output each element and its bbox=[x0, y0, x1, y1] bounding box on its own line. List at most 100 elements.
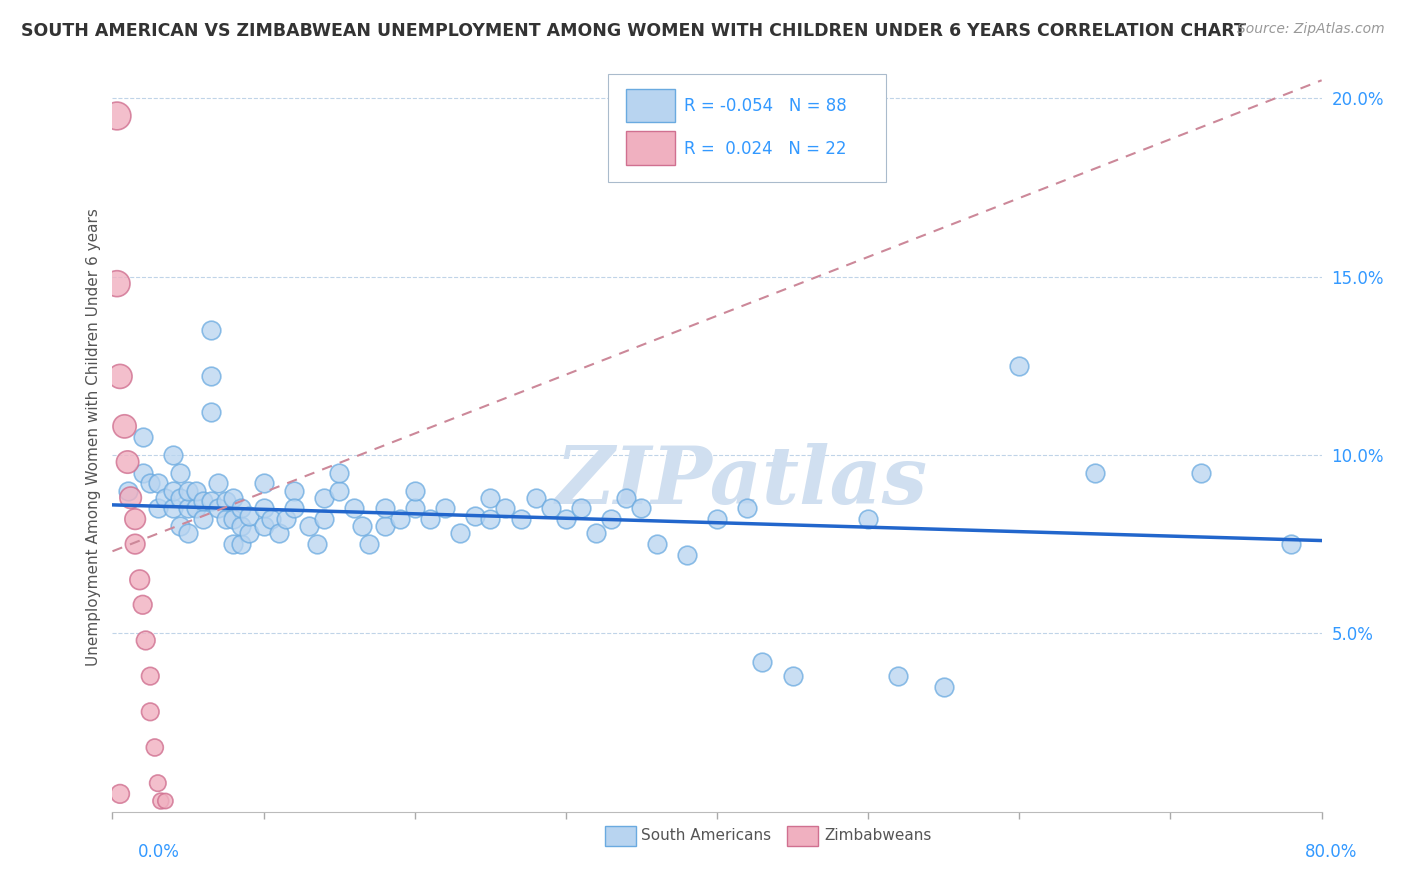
Point bbox=[215, 494, 238, 508]
Text: South Americans: South Americans bbox=[641, 829, 772, 843]
Point bbox=[108, 369, 131, 384]
Point bbox=[222, 491, 245, 505]
Point bbox=[479, 512, 502, 526]
Point bbox=[200, 369, 222, 384]
Point bbox=[155, 491, 177, 505]
Point bbox=[856, 512, 880, 526]
Point bbox=[253, 501, 276, 516]
Text: 80.0%: 80.0% bbox=[1305, 843, 1357, 861]
Point bbox=[1279, 537, 1302, 551]
Point bbox=[139, 476, 162, 491]
Point bbox=[149, 794, 172, 808]
Point bbox=[114, 419, 136, 434]
Point bbox=[207, 476, 229, 491]
Point bbox=[404, 483, 426, 498]
Text: Zimbabweans: Zimbabweans bbox=[824, 829, 931, 843]
Point bbox=[1189, 466, 1212, 480]
Point bbox=[253, 476, 276, 491]
Point bbox=[229, 537, 252, 551]
Point bbox=[524, 491, 547, 505]
Point bbox=[328, 466, 350, 480]
Text: 0.0%: 0.0% bbox=[138, 843, 180, 861]
Point bbox=[479, 491, 502, 505]
Point bbox=[146, 776, 169, 790]
Point bbox=[645, 537, 668, 551]
Point bbox=[124, 512, 146, 526]
Point bbox=[200, 494, 222, 508]
Point bbox=[177, 483, 200, 498]
Point bbox=[283, 483, 305, 498]
Point bbox=[419, 512, 441, 526]
Text: ZIPatlas: ZIPatlas bbox=[555, 443, 928, 521]
Point bbox=[191, 494, 214, 508]
Point bbox=[554, 512, 576, 526]
Point bbox=[464, 508, 486, 523]
Point bbox=[128, 573, 150, 587]
Point bbox=[124, 537, 146, 551]
Point bbox=[132, 598, 155, 612]
Point bbox=[343, 501, 366, 516]
Point bbox=[751, 655, 773, 669]
Text: R =  0.024   N = 22: R = 0.024 N = 22 bbox=[685, 140, 846, 158]
Y-axis label: Unemployment Among Women with Children Under 6 years: Unemployment Among Women with Children U… bbox=[86, 208, 101, 666]
Point bbox=[132, 466, 155, 480]
Point bbox=[162, 501, 184, 516]
Point bbox=[143, 740, 166, 755]
Point bbox=[630, 501, 652, 516]
Point bbox=[887, 669, 910, 683]
Point bbox=[305, 537, 328, 551]
Point bbox=[350, 519, 373, 533]
Point bbox=[706, 512, 728, 526]
Point bbox=[267, 526, 290, 541]
Point bbox=[616, 491, 638, 505]
Point bbox=[146, 501, 169, 516]
Point bbox=[600, 512, 623, 526]
Point bbox=[200, 405, 222, 419]
Point bbox=[169, 491, 191, 505]
Point bbox=[253, 519, 276, 533]
Bar bbox=[626, 88, 675, 122]
Point bbox=[155, 794, 177, 808]
Point bbox=[1008, 359, 1031, 373]
Point bbox=[374, 519, 396, 533]
Point bbox=[229, 519, 252, 533]
Point bbox=[433, 501, 456, 516]
Point bbox=[229, 501, 252, 516]
Point bbox=[238, 526, 260, 541]
Point bbox=[215, 512, 238, 526]
Point bbox=[276, 512, 298, 526]
Point bbox=[283, 501, 305, 516]
Point bbox=[105, 109, 128, 123]
Point bbox=[782, 669, 804, 683]
Point bbox=[374, 501, 396, 516]
Point bbox=[105, 277, 128, 291]
Point bbox=[162, 448, 184, 462]
Point bbox=[184, 483, 207, 498]
Point bbox=[169, 519, 191, 533]
Point bbox=[569, 501, 592, 516]
Point bbox=[509, 512, 531, 526]
Point bbox=[177, 501, 200, 516]
Point bbox=[200, 323, 222, 337]
Point bbox=[359, 537, 381, 551]
Point bbox=[495, 501, 517, 516]
Point bbox=[191, 512, 214, 526]
FancyBboxPatch shape bbox=[609, 74, 886, 182]
Point bbox=[169, 466, 191, 480]
Point bbox=[120, 491, 142, 505]
Point bbox=[222, 512, 245, 526]
Point bbox=[585, 526, 607, 541]
Point bbox=[388, 512, 411, 526]
Bar bbox=[626, 131, 675, 165]
Point bbox=[135, 633, 157, 648]
Point bbox=[132, 430, 155, 444]
Point bbox=[260, 512, 283, 526]
Point bbox=[449, 526, 471, 541]
Point bbox=[117, 455, 139, 469]
Point bbox=[139, 669, 162, 683]
Text: R = -0.054   N = 88: R = -0.054 N = 88 bbox=[685, 97, 848, 115]
Point bbox=[146, 476, 169, 491]
Point bbox=[108, 787, 131, 801]
Point bbox=[328, 483, 350, 498]
Point bbox=[540, 501, 562, 516]
